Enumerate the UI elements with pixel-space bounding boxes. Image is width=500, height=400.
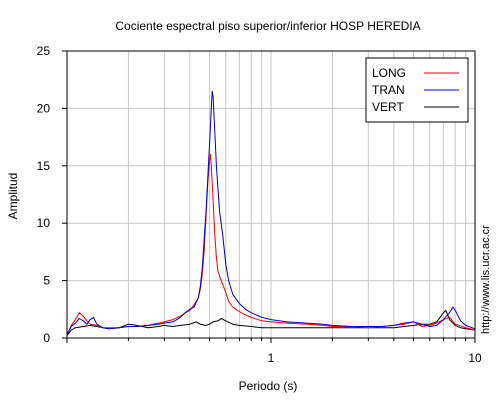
y-tick-label: 15 <box>37 159 51 173</box>
y-tick-label: 25 <box>37 44 51 58</box>
y-tick-label: 0 <box>43 331 50 345</box>
y-tick-label: 10 <box>37 216 51 230</box>
series-line-tran <box>66 90 476 335</box>
legend-label-tran: TRAN <box>372 83 405 97</box>
y-axis-label: Amplitud <box>6 173 20 220</box>
chart-title: Cociente espectral piso superior/inferio… <box>115 19 420 33</box>
x-axis-label: Periodo (s) <box>239 379 298 393</box>
x-tick-label: 10 <box>468 351 482 365</box>
series-layer <box>66 90 476 337</box>
legend: LONG TRAN VERT <box>365 57 469 123</box>
y-tick-label: 20 <box>37 101 51 115</box>
legend-label-long: LONG <box>372 66 406 80</box>
axis-ticks: 0 5 10 15 20 25 1 10 <box>37 44 482 365</box>
source-url: http://www.lis.ucr.ac.cr <box>480 225 492 334</box>
legend-label-vert: VERT <box>372 100 404 114</box>
y-tick-label: 5 <box>43 274 50 288</box>
x-tick-label: 1 <box>268 351 275 365</box>
